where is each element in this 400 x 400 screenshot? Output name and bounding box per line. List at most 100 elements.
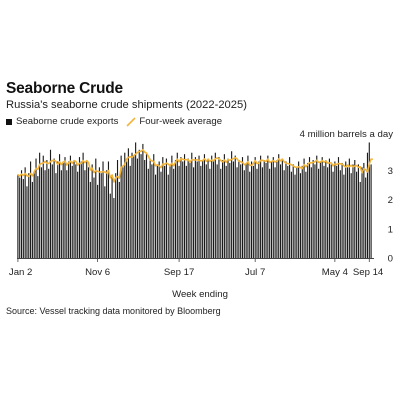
bar-week-42 xyxy=(93,177,95,258)
bar-week-133 xyxy=(258,161,260,258)
bar-week-164 xyxy=(314,164,316,258)
bar-week-3 xyxy=(22,179,24,258)
bar-week-78 xyxy=(158,161,160,258)
bar-week-193 xyxy=(366,152,369,258)
bar-week-56 xyxy=(118,181,120,258)
bar-week-13 xyxy=(40,167,43,258)
bar-week-38 xyxy=(86,160,88,258)
bar-week-23 xyxy=(59,154,61,258)
y-tick-label-0: 0 xyxy=(388,254,393,265)
bar-week-180 xyxy=(343,174,345,258)
bar-week-131 xyxy=(254,157,256,258)
bar-week-63 xyxy=(131,152,133,258)
bar-week-11 xyxy=(37,176,39,258)
bar-week-79 xyxy=(160,171,162,258)
bar-week-14 xyxy=(42,155,44,259)
legend-label-average: Four-week average xyxy=(139,116,223,127)
bar-week-54 xyxy=(115,173,117,258)
bar-week-30 xyxy=(71,165,73,258)
bar-week-91 xyxy=(182,161,184,258)
bar-week-53 xyxy=(113,198,115,258)
bar-week-36 xyxy=(82,152,84,258)
bar-week-121 xyxy=(236,167,238,258)
bar-week-170 xyxy=(325,160,327,258)
bar-week-159 xyxy=(305,171,307,258)
bar-week-59 xyxy=(124,152,126,258)
bar-week-31 xyxy=(73,160,75,258)
legend-item-exports: Seaborne crude exports xyxy=(6,116,118,127)
bar-week-186 xyxy=(354,160,356,258)
x-axis-label: Week ending xyxy=(172,289,228,300)
bar-week-113 xyxy=(222,160,224,258)
bar-week-10 xyxy=(35,158,37,258)
bar-week-98 xyxy=(194,157,196,258)
bar-week-115 xyxy=(225,165,227,258)
bar-week-153 xyxy=(294,174,296,258)
bar-week-187 xyxy=(356,171,358,258)
bar-week-68 xyxy=(140,154,142,258)
bar-week-103 xyxy=(203,154,206,258)
bar-week-136 xyxy=(263,160,265,258)
bar-week-179 xyxy=(341,162,343,258)
bar-week-156 xyxy=(299,173,302,258)
bar-week-29 xyxy=(69,155,71,259)
bar-week-194 xyxy=(368,142,370,258)
bar-week-94 xyxy=(187,158,189,258)
bar-week-86 xyxy=(173,168,175,258)
bar-week-158 xyxy=(303,158,305,258)
bar-week-192 xyxy=(365,177,367,258)
x-tick-label-5: Sep 14 xyxy=(353,267,384,278)
bar-week-69 xyxy=(142,143,144,258)
bar-week-191 xyxy=(363,162,365,258)
bar-week-123 xyxy=(240,164,242,258)
bar-week-173 xyxy=(330,164,332,258)
bar-week-55 xyxy=(116,160,119,258)
bar-week-48 xyxy=(104,186,106,258)
bar-week-71 xyxy=(145,152,148,258)
bar-week-107 xyxy=(211,155,213,259)
average-line-layer xyxy=(17,148,373,183)
bar-week-60 xyxy=(126,161,128,258)
bar-week-96 xyxy=(191,152,193,258)
bar-week-132 xyxy=(256,168,258,258)
bar-week-39 xyxy=(87,167,90,258)
chart-legend: Seaborne crude exports Four-week average xyxy=(6,116,230,127)
bar-week-181 xyxy=(345,161,347,258)
bar-week-155 xyxy=(298,161,300,258)
bar-week-134 xyxy=(260,155,262,259)
bar-week-76 xyxy=(155,174,157,258)
bar-week-169 xyxy=(323,165,325,258)
bar-week-151 xyxy=(290,171,292,258)
bar-week-61 xyxy=(127,148,129,258)
bar-week-5 xyxy=(26,186,28,258)
bar-week-37 xyxy=(84,170,86,258)
bar-week-148 xyxy=(285,161,287,258)
bar-week-124 xyxy=(241,157,244,258)
bar-week-184 xyxy=(350,173,352,258)
bar-week-144 xyxy=(278,154,280,258)
legend-item-average: Four-week average xyxy=(126,116,222,127)
bar-week-51 xyxy=(109,193,111,258)
bar-week-21 xyxy=(55,173,57,258)
bar-week-104 xyxy=(205,164,207,258)
y-axis: 0 1 2 3 xyxy=(388,166,393,265)
source-note: Source: Vessel tracking data monitored b… xyxy=(6,306,221,316)
bar-week-138 xyxy=(267,155,269,259)
bar-week-109 xyxy=(214,152,216,258)
bar-week-2 xyxy=(20,170,23,258)
bar-week-22 xyxy=(57,161,59,258)
bar-week-110 xyxy=(216,164,218,258)
bar-week-140 xyxy=(270,161,273,258)
bar-week-17 xyxy=(48,168,50,258)
average-line xyxy=(17,148,373,183)
bar-week-185 xyxy=(352,164,354,258)
bar-week-114 xyxy=(223,154,225,258)
bar-week-100 xyxy=(198,155,200,259)
bar-week-18 xyxy=(49,149,52,258)
bar-week-4 xyxy=(24,167,26,258)
bar-week-75 xyxy=(153,154,155,258)
bar-week-116 xyxy=(227,158,229,258)
bar-week-188 xyxy=(357,164,359,258)
bar-week-6 xyxy=(28,173,30,258)
